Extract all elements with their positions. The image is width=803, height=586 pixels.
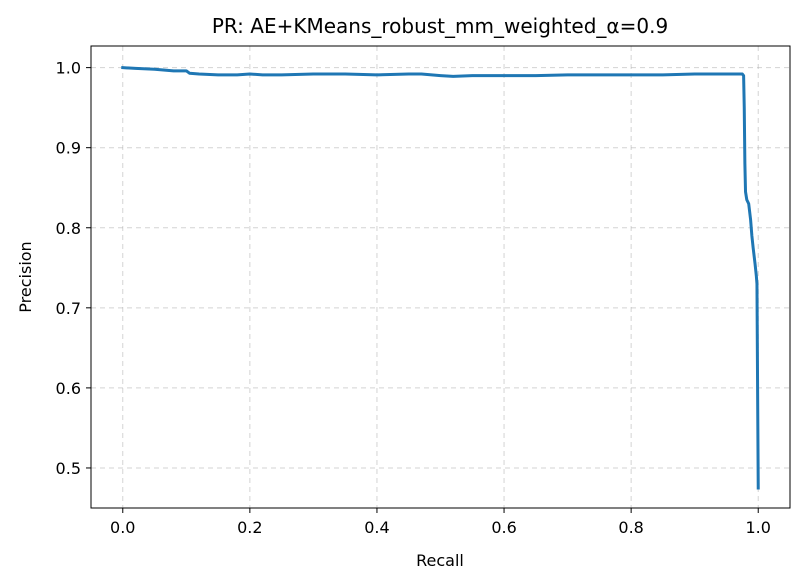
plot-frame (90, 45, 791, 509)
y-tick-label: 0.9 (56, 139, 81, 158)
series-layer (121, 66, 760, 490)
y-tick-label: 0.8 (56, 219, 81, 238)
x-tick-label: 0.2 (237, 518, 262, 537)
x-tick-label: 1.0 (746, 518, 771, 537)
x-tick-label: 0.0 (110, 518, 135, 537)
x-axis-ticks: 0.0 0.2 0.4 0.6 0.8 1.0 (110, 508, 771, 537)
x-axis-label: Recall (416, 551, 464, 570)
grid-layer (91, 46, 790, 508)
y-axis-ticks: 0.5 0.6 0.7 0.8 0.9 1.0 (56, 59, 91, 478)
x-tick-label: 0.8 (618, 518, 643, 537)
x-tick-label: 0.6 (491, 518, 516, 537)
y-tick-label: 0.7 (56, 299, 81, 318)
chart-title: PR: AE+KMeans_robust_mm_weighted_α=0.9 (212, 14, 668, 38)
pr-curve-line (121, 66, 760, 490)
x-tick-label: 0.4 (364, 518, 389, 537)
y-tick-label: 1.0 (56, 59, 81, 78)
y-axis-label: Precision (16, 241, 35, 312)
y-tick-label: 0.5 (56, 459, 81, 478)
y-tick-label: 0.6 (56, 379, 81, 398)
